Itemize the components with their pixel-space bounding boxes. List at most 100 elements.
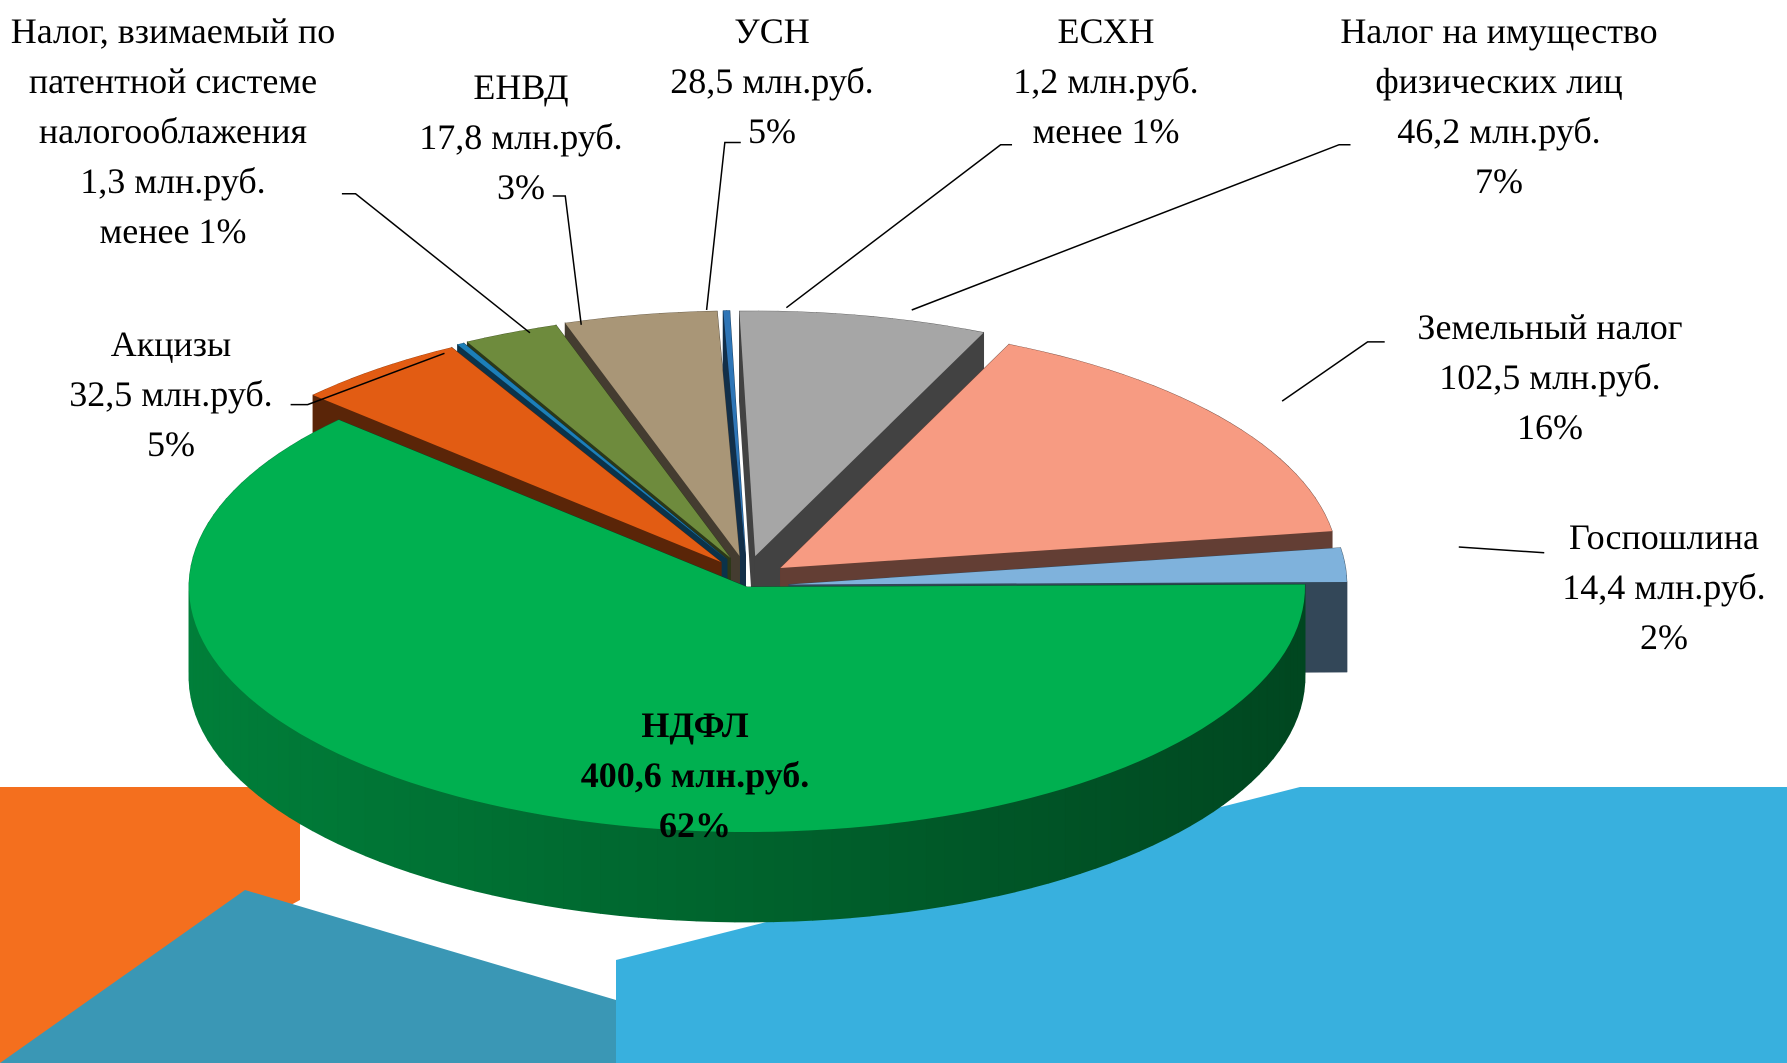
label-name: ЕНВД [473,67,569,107]
slice-side [350,759,366,857]
slice-label: ЕНВД 17,8 млн.руб. 3% [391,62,651,212]
slice-side [337,752,352,851]
label-percent: менее 1% [99,211,247,251]
label-percent: 3% [497,167,545,207]
label-name: Налог, взимаемый по патентной системе на… [10,11,336,151]
slice-side [1242,691,1252,791]
slice-side [1124,760,1140,858]
slice-side [312,740,326,838]
label-value: 17,8 млн.руб. [419,117,623,157]
slice-label: Акцизы 32,5 млн.руб. 5% [41,319,301,469]
slice-side [907,818,927,913]
leader-line [785,143,1013,309]
slice-side [441,791,459,888]
slice-side [457,796,476,892]
label-value: 400,6 млн.руб. [580,755,810,795]
slice-side [491,804,510,900]
slice-side [425,786,443,883]
slice-top [723,310,746,556]
slice-label: Налог, взимаемый по патентной системе на… [0,6,353,256]
slice-side [1266,667,1274,768]
slice-side [888,821,908,915]
background-shape [0,787,300,1063]
label-name: Госпошлина [1569,517,1759,557]
slice-side [192,616,197,716]
slice-side [1232,698,1243,798]
slice-side [207,648,214,750]
slice-side [1152,748,1167,846]
slice-side [240,689,250,789]
slice-side [1201,720,1214,820]
label-value: 32,5 млн.руб. [69,374,273,414]
slice-side [474,800,493,896]
slice-side [202,640,209,742]
leader-line [911,143,1351,311]
background-shape [0,890,616,1063]
label-name: УСН [734,11,810,51]
leader-line [552,195,582,325]
label-value: 28,5 млн.руб. [670,61,874,101]
label-percent: 16% [1517,407,1583,447]
slice-side [1297,618,1301,718]
slice-top [457,343,727,560]
slice-top [739,311,984,557]
slice-side [1110,766,1126,864]
label-value: 14,4 млн.руб. [1562,567,1766,607]
slice-side [257,704,269,804]
slice-label: НДФЛ 400,6 млн.руб. 62% [515,700,875,850]
label-percent: 5% [748,111,796,151]
slice-side [218,665,227,766]
slice-side [198,633,204,732]
slice-side [962,809,981,904]
slice-side [225,673,234,774]
label-value: 46,2 млн.руб. [1397,111,1601,151]
slice-side [997,801,1016,897]
slice-label: Госпошлина 14,4 млн.руб. 2% [1534,512,1787,662]
slice-top [313,347,722,563]
slice-top [780,344,1333,568]
slice-label: ЕСХН 1,2 млн.руб. менее 1% [976,6,1236,156]
slice-side [409,781,426,878]
slice-side [1273,658,1280,760]
slice-side [288,726,301,825]
slice-top [565,311,740,557]
slice-side [1258,675,1268,776]
slice-side [300,733,313,832]
pie-slice [188,419,1306,923]
label-percent: 7% [1475,161,1523,201]
slice-top [467,325,731,559]
slice-side [248,696,259,797]
slice-top [788,547,1347,585]
slice-side [944,812,963,907]
slice-side [1289,635,1295,734]
leader-line [1281,341,1385,402]
label-percent: менее 1% [1032,111,1180,151]
slice-side [1014,797,1033,893]
slice-side [324,746,339,845]
label-name: Налог на имущество физических лиц [1340,11,1658,101]
slice-side [232,681,242,782]
slice-side [364,765,381,863]
slice-side [1048,787,1066,884]
leader-line [705,141,741,311]
label-name: Земельный налог [1417,307,1683,347]
slice-side [1293,626,1298,726]
background-shape [616,787,1787,1063]
slice-side [979,805,999,901]
label-name: Акцизы [110,324,232,364]
slice-side [1190,728,1203,827]
label-value: 102,5 млн.руб. [1439,357,1661,397]
slice-side [212,656,220,758]
slice-side [1064,782,1081,879]
slice-label: УСН 28,5 млн.руб. 5% [642,6,902,156]
slice-side [1223,706,1234,806]
label-percent: 62% [659,805,731,845]
slice-side [277,719,290,818]
label-percent: 5% [147,424,195,464]
slice-side [1095,772,1112,869]
leader-line [290,352,445,406]
slice-side [379,770,395,868]
leader-line [1458,546,1545,554]
